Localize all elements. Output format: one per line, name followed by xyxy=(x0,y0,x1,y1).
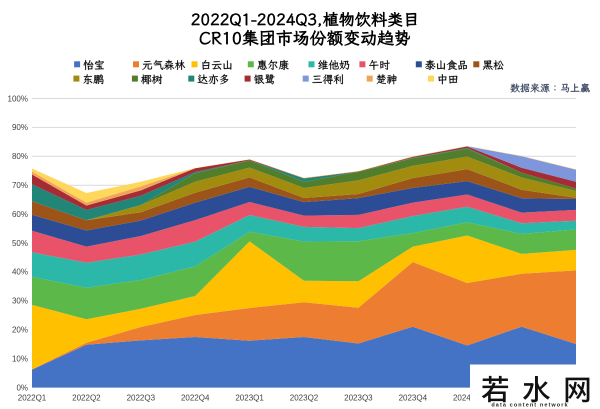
svg-text:70%: 70% xyxy=(12,181,28,190)
svg-text:2023Q3: 2023Q3 xyxy=(344,394,373,403)
svg-text:90%: 90% xyxy=(12,123,28,132)
svg-text:30%: 30% xyxy=(12,297,28,306)
svg-text:60%: 60% xyxy=(12,210,28,219)
svg-text:40%: 40% xyxy=(12,268,28,277)
svg-text:data content network: data content network xyxy=(491,403,568,409)
svg-text:100%: 100% xyxy=(8,94,28,103)
svg-text:2023Q1: 2023Q1 xyxy=(235,394,264,403)
svg-text:2022Q3: 2022Q3 xyxy=(127,394,156,403)
svg-text:2023Q4: 2023Q4 xyxy=(399,394,428,403)
svg-text:10%: 10% xyxy=(12,354,28,363)
svg-text:2024Q1: 2024Q1 xyxy=(453,394,482,403)
svg-text:0%: 0% xyxy=(16,383,28,392)
svg-text:20%: 20% xyxy=(12,326,28,335)
svg-text:2022Q1: 2022Q1 xyxy=(18,394,47,403)
svg-text:2022Q2: 2022Q2 xyxy=(72,394,101,403)
svg-text:80%: 80% xyxy=(12,152,28,161)
svg-text:2022Q4: 2022Q4 xyxy=(181,394,210,403)
svg-text:50%: 50% xyxy=(12,239,28,248)
svg-text:2023Q2: 2023Q2 xyxy=(290,394,319,403)
